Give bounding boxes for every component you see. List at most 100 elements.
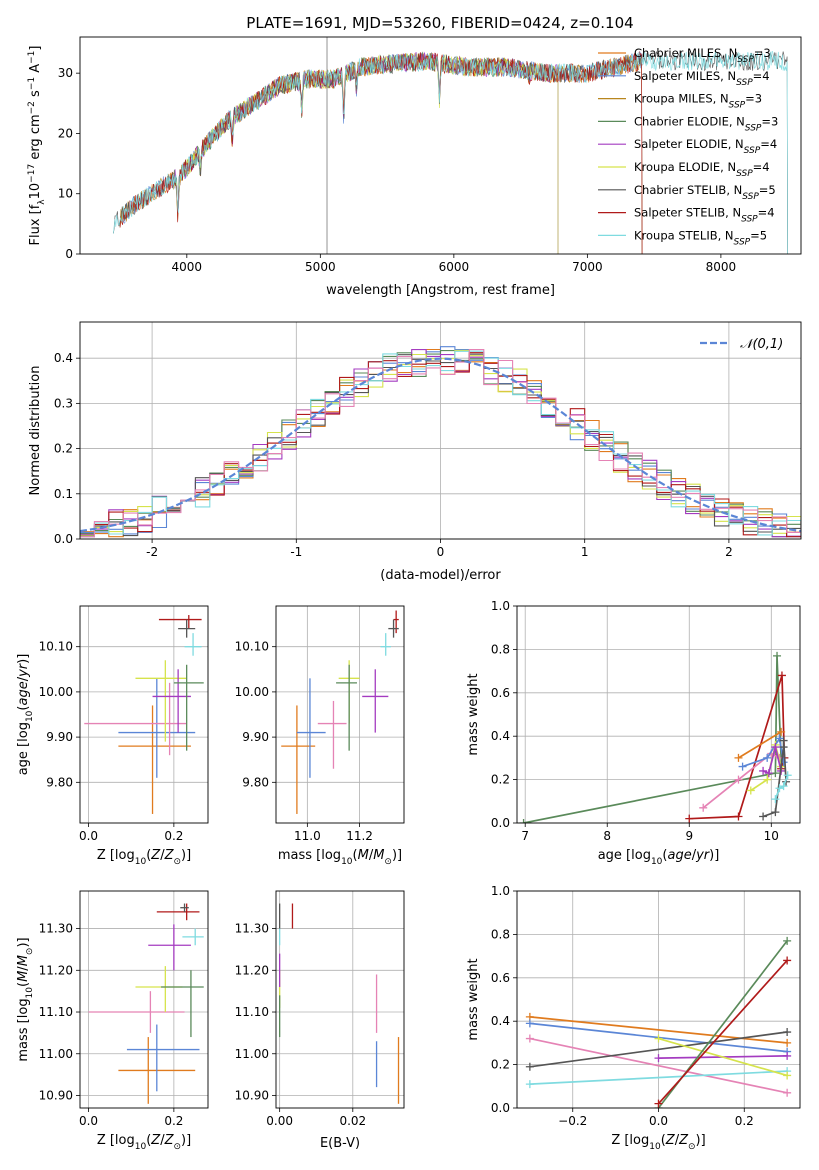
label-part: age [log xyxy=(598,848,651,863)
weight-series-kroupa_elodie xyxy=(658,1037,788,1077)
weight-marker xyxy=(783,1028,792,1037)
x-axis-label: (data-model)/error xyxy=(380,568,501,583)
label-part: Kroupa STELIB, N xyxy=(634,228,734,242)
x-tick-label: 1 xyxy=(581,545,589,559)
x-tick-label: 0.0 xyxy=(649,1114,668,1128)
weight-marker xyxy=(738,762,747,771)
label-part: ] xyxy=(28,46,43,51)
y-tick-label: 11.20 xyxy=(235,963,269,977)
weight-lines xyxy=(525,936,792,1108)
weight-vs-metallicity-panel: −0.2 0.0 0.20.00.20.40.60.81.0Z [log10(Z/Z… xyxy=(466,884,801,1152)
label-part: yr xyxy=(695,848,711,863)
label-part: Salpeter STELIB, N xyxy=(634,206,741,220)
y-tick-label: 0.4 xyxy=(54,351,73,365)
label-part: SSP xyxy=(736,78,753,88)
y-tick-label: 11.20 xyxy=(39,963,73,977)
weight-series-salpeter_elodie xyxy=(762,746,782,775)
weight-marker xyxy=(759,766,768,775)
label-part: SSP xyxy=(734,237,751,247)
spectrum-series-chabrier_elodie xyxy=(173,51,559,254)
weight-marker xyxy=(783,1088,792,1097)
weight-marker xyxy=(525,1019,534,1028)
y-tick-label: 11.30 xyxy=(235,922,269,936)
label-part: Z xyxy=(150,848,161,863)
label-part: / xyxy=(16,676,31,681)
label-part: SSP xyxy=(737,55,754,65)
label-part: Z [log xyxy=(611,1133,649,1148)
y-tick-label: 11.00 xyxy=(235,1047,269,1061)
y-tick-label: 0.0 xyxy=(491,816,510,830)
spectrum-series-salpeter_elodie xyxy=(173,51,559,254)
y-tick-label: 0.4 xyxy=(491,729,510,743)
y-tick-label: 0.8 xyxy=(491,927,510,941)
label-part: SSP xyxy=(744,146,761,156)
y-tick-label: 0.2 xyxy=(491,773,510,787)
label-part: age [log xyxy=(16,722,31,775)
x-tick-label: 8000 xyxy=(706,260,737,274)
y-axis-label: age [log10(age/yr)] xyxy=(16,654,35,776)
x-tick-label: 0.00 xyxy=(266,1114,293,1128)
histogram-pink xyxy=(80,349,801,538)
label-part: −17 xyxy=(27,164,37,183)
legend-label: Chabrier ELODIE, NSSP=3 xyxy=(634,114,778,133)
label-part: −1 xyxy=(27,77,37,90)
y-tick-label: 9.80 xyxy=(46,775,73,789)
error-bars xyxy=(84,615,204,814)
normal-curve xyxy=(80,357,801,533)
label-part: 10 xyxy=(135,857,147,867)
label-part: M xyxy=(373,848,384,863)
x-tick-label: 10 xyxy=(764,829,779,843)
weight-series-chabrier_stelib xyxy=(529,1031,788,1068)
y-tick-label: 11.10 xyxy=(39,1005,73,1019)
label-part: / xyxy=(16,966,31,971)
label-part: SSP xyxy=(745,123,762,133)
weight-marker xyxy=(764,769,773,778)
weight-marker xyxy=(519,819,528,823)
gridlines xyxy=(517,890,800,1109)
x-tick-label: 9 xyxy=(685,829,693,843)
label-part: )] xyxy=(181,1133,191,1148)
label-part: Z xyxy=(665,1133,676,1148)
y-tick-label: 9.90 xyxy=(46,730,73,744)
x-axis-label: wavelength [Angstrom, rest frame] xyxy=(326,283,555,298)
label-part: ( xyxy=(661,1133,666,1148)
label-part: / xyxy=(369,848,374,863)
weight-marker xyxy=(777,671,786,680)
label-part: SSP xyxy=(742,192,759,202)
label-part: )] xyxy=(16,654,31,664)
label-part: ⊙ xyxy=(173,1142,181,1152)
label-part: SSP xyxy=(741,215,758,225)
y-tick-label: 10 xyxy=(58,187,73,201)
weight-marker xyxy=(654,1099,663,1108)
spectrum-panel: 4000 5000 6000 7000 8000 0 10 20 30 wavelength [A… xyxy=(27,36,802,298)
x-tick-label: 6000 xyxy=(439,260,470,274)
label-part: )] xyxy=(696,1133,706,1148)
x-axis-label: E(B-V) xyxy=(320,1136,360,1151)
label-part: M xyxy=(16,955,31,966)
y-tick-label: 11.30 xyxy=(39,922,73,936)
y-tick-label: 0.6 xyxy=(491,686,510,700)
weight-marker xyxy=(779,736,788,745)
label-part: 10 xyxy=(28,183,43,200)
y-tick-label: 10.10 xyxy=(39,640,73,654)
label-part: Z [log xyxy=(97,848,135,863)
weight-series-pink xyxy=(702,752,780,809)
label-part: )] xyxy=(392,848,402,863)
y-tick-label: 10.10 xyxy=(235,640,269,654)
y-axis-label: mass weight xyxy=(466,673,481,755)
weight-marker xyxy=(654,1054,663,1063)
label-part: / xyxy=(160,848,165,863)
weight-marker xyxy=(763,753,772,762)
label-part: mass [log xyxy=(278,848,341,863)
label-part: =4 xyxy=(753,69,770,83)
weight-marker xyxy=(771,743,780,752)
weight-marker xyxy=(759,812,768,821)
weight-marker xyxy=(783,1071,792,1080)
weight-series-pink xyxy=(529,1037,788,1094)
y-tick-label: 10.00 xyxy=(235,685,269,699)
x-axis-label: Z [log10(Z/Z⊙)] xyxy=(97,1133,191,1152)
weight-marker xyxy=(654,1034,663,1043)
axes-frame xyxy=(275,605,405,824)
error-bars xyxy=(281,610,399,814)
x-tick-label: 5000 xyxy=(305,260,336,274)
